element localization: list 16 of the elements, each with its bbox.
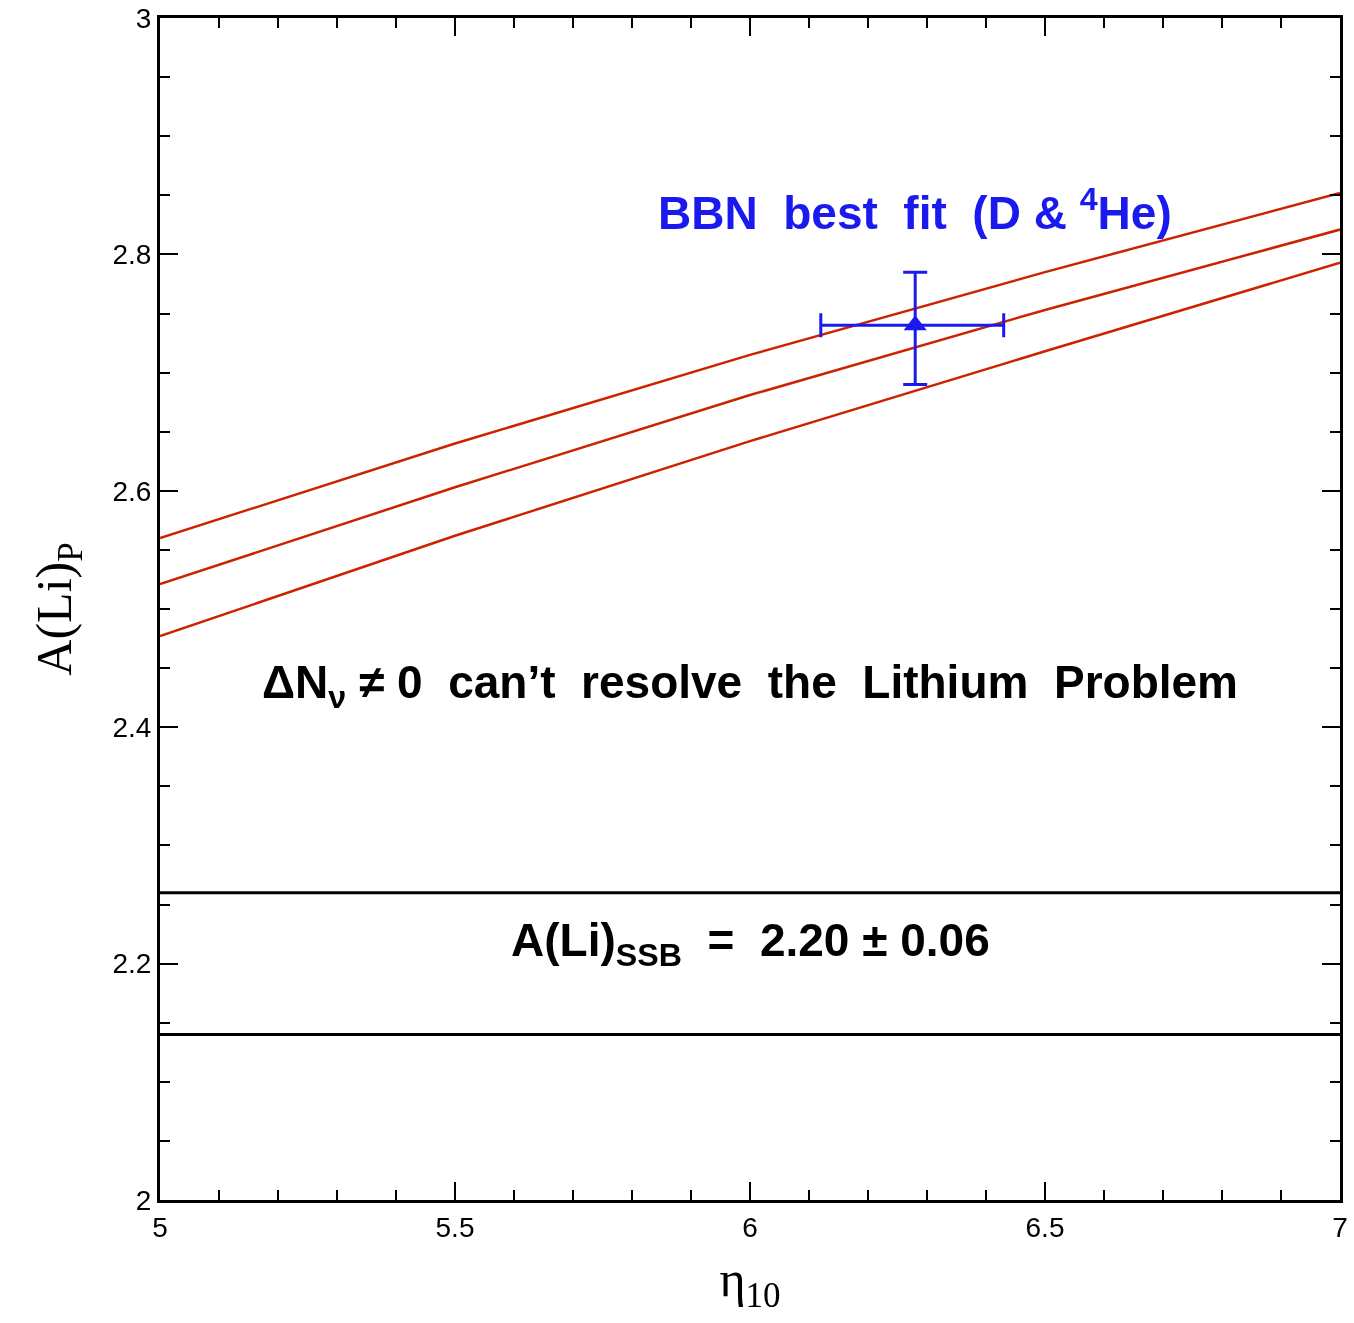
x-tick-label: 6 (742, 1211, 758, 1243)
x-tick-label: 6.5 (1025, 1211, 1065, 1243)
x-tick-label: 5 (152, 1211, 168, 1243)
annotation: A(Li)$_{SSB}$ = 2.20 ± 0.06 (511, 914, 990, 973)
x-tick-label: 5.5 (435, 1211, 475, 1243)
y-tick-label: 2.8 (112, 239, 152, 271)
y-tick-label: 2.6 (112, 475, 152, 507)
annotation: ΔN$_{ν}$ ≠ 0 can’t resolve the Lithium Problem (262, 656, 1238, 715)
y-tick-label: 3 (135, 2, 152, 34)
line-series (160, 261, 1340, 638)
annotation: BBN best fit (D & $^{4}$He) (658, 181, 1172, 240)
x-axis-title: η$_{10}$ (719, 1251, 781, 1315)
y-tick-label: 2.2 (112, 948, 152, 980)
y-tick-label: 2 (135, 1184, 152, 1216)
x-tick-label: 7 (1332, 1211, 1348, 1243)
y-tick-label: 2.4 (112, 712, 152, 743)
